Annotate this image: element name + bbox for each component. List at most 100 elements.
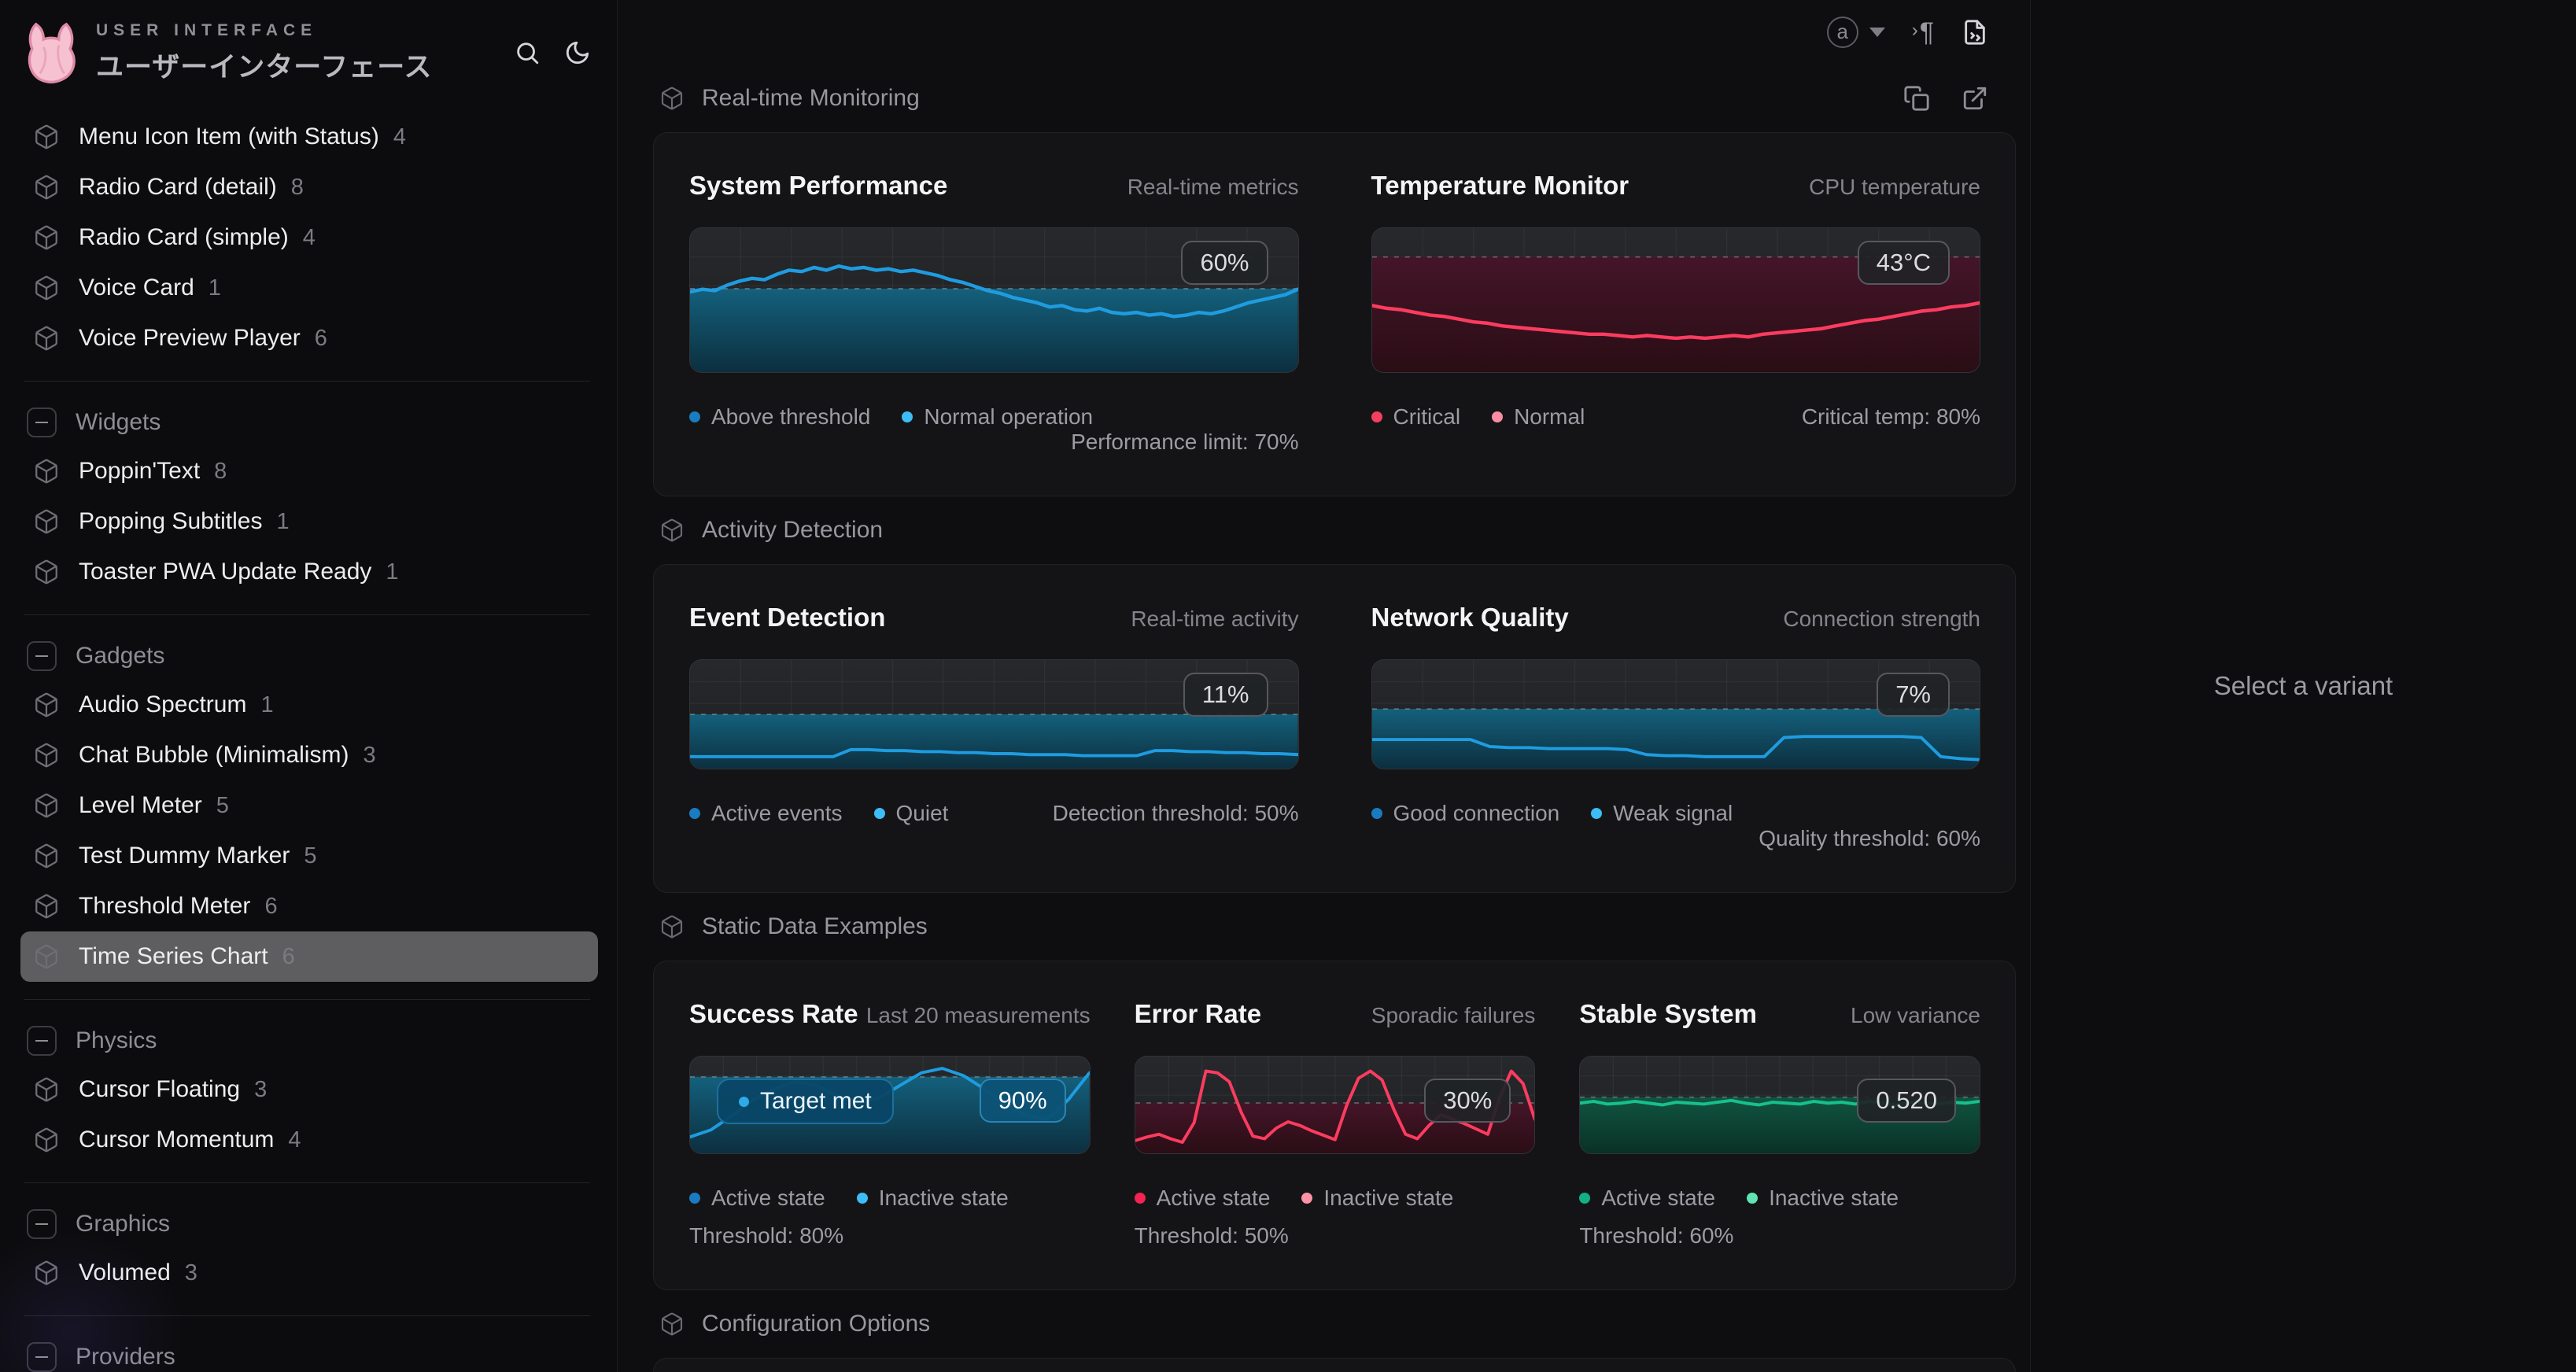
sidebar-item-test-dummy-marker[interactable]: Test Dummy Marker 5 [20,831,598,881]
section-real-time-monitoring: Real-time Monitoring System Performance … [618,65,2030,496]
sidebar-group-header-gadgets: Gadgets [20,633,598,680]
sidebar-item-poppin-text[interactable]: Poppin'Text 8 [20,446,598,496]
sidebar-item-popping-subtitles[interactable]: Popping Subtitles 1 [20,496,598,547]
legend-item: Above threshold [689,404,870,430]
collapse-group-icon[interactable] [27,408,57,437]
sidebar-item-count: 6 [264,893,278,919]
sidebar-item-level-meter[interactable]: Level Meter 5 [20,780,598,831]
cube-icon [33,742,60,769]
sidebar-group-header-providers: Providers [20,1333,598,1372]
sidebar-item-toaster-pwa-update-ready[interactable]: Toaster PWA Update Ready 1 [20,547,598,597]
sidebar-group-label: Graphics [76,1211,171,1237]
legend-dot-icon [1371,808,1382,819]
chart-panel[interactable]: 43°C [1371,227,1980,373]
time-series-plot [1371,660,1980,769]
brand-text: USER INTERFACE ユーザーインターフェース [96,21,432,85]
sidebar-item-label: Poppin'Text [79,458,201,484]
section-title: Static Data Examples [702,913,928,939]
current-value-badge: 30% [1424,1079,1511,1123]
legend-item: Weak signal [1591,801,1733,826]
sidebar-item-label: Radio Card (detail) [79,174,277,200]
cube-icon [33,1127,60,1153]
cube-icon [33,224,60,251]
sidebar-item-count: 5 [216,792,229,818]
card-error-rate: Error Rate Sporadic failures 30% Active … [1134,999,1536,1248]
card-title: Event Detection [689,603,886,632]
current-value-badge: 43°C [1857,241,1950,285]
external-link-icon[interactable] [1961,84,1989,112]
card-temperature-monitor: Temperature Monitor CPU temperature 43°C… [1371,171,1980,455]
sidebar-item-count: 6 [282,943,295,969]
sidebar-item-voice-preview-player[interactable]: Voice Preview Player 6 [20,313,598,363]
language-selector[interactable]: a [1826,17,1885,48]
sidebar-item-count: 1 [260,692,274,717]
sidebar-item-count: 1 [386,559,399,585]
sidebar-item-label: Cursor Floating [79,1076,241,1102]
brand-subtitle: USER INTERFACE [96,20,318,39]
sidebar-item-label: Voice Card [79,275,194,301]
sidebar-item-radio-card-detail[interactable]: Radio Card (detail) 8 [20,162,598,212]
chart-panel[interactable]: 11% [689,659,1299,769]
legend-item: Critical [1371,404,1460,430]
chart-panel[interactable]: 0.520 [1579,1056,1980,1154]
cards-grid: Success Rate Last 20 measurements Target… [689,999,1980,1248]
sidebar-item-voice-card[interactable]: Voice Card 1 [20,263,598,313]
card-title-row: Event Detection Real-time activity [689,603,1299,633]
cube-icon [33,1076,60,1103]
card-title-row: System Performance Real-time metrics [689,171,1299,201]
legend-item: Active state [689,1186,825,1211]
search-icon[interactable] [513,39,541,67]
sidebar-item-chat-bubble-minimalism[interactable]: Chat Bubble (Minimalism) 3 [20,730,598,780]
legend-label: Inactive state [878,1186,1009,1210]
legend-item: Quiet [873,801,949,826]
legend-dot-icon [1301,1193,1313,1204]
card-title-row: Stable System Low variance [1579,999,1980,1029]
sidebar-item-cursor-momentum[interactable]: Cursor Momentum 4 [20,1115,598,1165]
collapse-group-icon[interactable] [27,1209,57,1239]
variant-placeholder-text: Select a variant [2213,671,2393,700]
collapse-group-icon[interactable] [27,1026,57,1056]
copy-icon[interactable] [1902,84,1931,112]
collapse-group-icon[interactable] [27,641,57,671]
cube-icon [659,1311,685,1337]
chart-panel[interactable]: 30% [1134,1056,1536,1154]
legend-item: Normal [1492,404,1585,430]
sidebar-item-count: 3 [254,1076,268,1102]
sidebar-item-count: 4 [288,1127,301,1153]
sidebar-item-threshold-meter[interactable]: Threshold Meter 6 [20,881,598,931]
brand-title: ユーザーインターフェース [96,51,433,83]
cube-icon [33,792,60,819]
sidebar-item-label: Time Series Chart [79,943,268,969]
chart-panel[interactable]: 7% [1371,659,1980,769]
sidebar-item-volumed[interactable]: Volumed 3 [20,1248,598,1298]
cube-icon [33,174,60,201]
sidebar-item-time-series-chart[interactable]: Time Series Chart 6 [20,931,598,982]
chart-legend: Critical Normal Critical temp: 80% [1371,404,1980,430]
cube-icon [33,275,60,301]
text-direction-icon[interactable]: ›¶ [1911,17,1934,47]
sidebar-item-menu-icon-item-with-status[interactable]: Menu Icon Item (with Status) 4 [20,112,598,162]
sidebar-divider [24,1182,590,1183]
sidebar-group-label: Gadgets [76,643,165,669]
legend-item: Normal operation [902,404,1093,430]
cube-icon [33,1260,60,1286]
sidebar-item-radio-card-simple[interactable]: Radio Card (simple) 4 [20,212,598,263]
cube-icon [33,325,60,352]
sidebar: USER INTERFACE ユーザーインターフェース Menu Icon It… [0,0,618,1372]
file-export-icon[interactable] [1961,18,1989,46]
card-title: Network Quality [1371,603,1569,632]
section-activity-detection: Activity Detection Event Detection Real-… [618,496,2030,893]
sidebar-item-cursor-floating[interactable]: Cursor Floating 3 [20,1064,598,1115]
collapse-group-icon[interactable] [27,1342,57,1372]
legend-dot-icon [1371,411,1382,422]
sidebar-item-count: 3 [184,1260,197,1285]
legend-label: Quiet [895,801,949,825]
moon-icon[interactable] [563,39,592,67]
sidebar-nav: Menu Icon Item (with Status) 4 Radio Car… [20,112,598,1372]
chart-panel[interactable]: Target met 90% [689,1056,1091,1154]
section-static-data-examples: Static Data Examples Success Rate Last 2… [618,893,2030,1290]
chart-panel[interactable]: 60% [689,227,1299,373]
sidebar-item-audio-spectrum[interactable]: Audio Spectrum 1 [20,680,598,730]
sidebar-item-label: Threshold Meter [79,893,251,919]
sidebar-divider [24,381,590,382]
